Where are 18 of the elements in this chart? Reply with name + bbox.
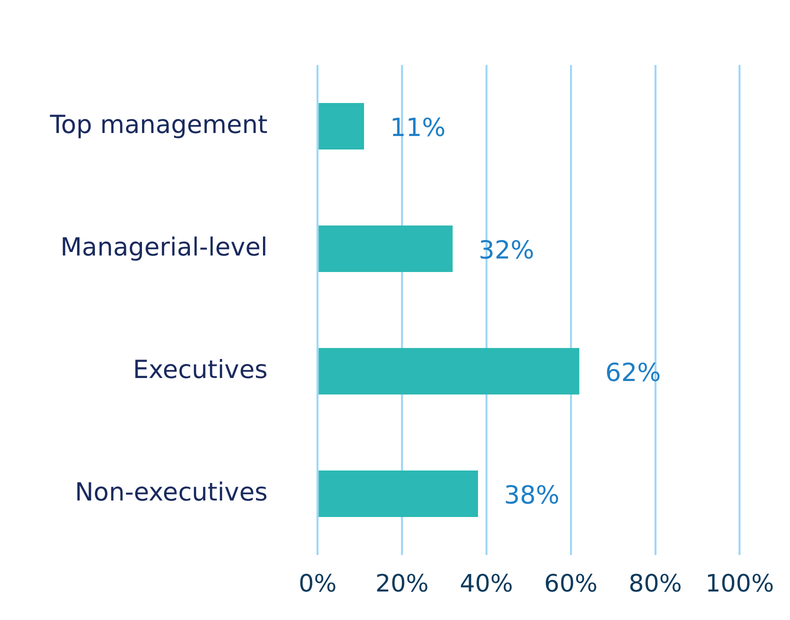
bar bbox=[318, 348, 580, 395]
x-tick-label: 40% bbox=[460, 570, 514, 598]
data-label: 11% bbox=[390, 112, 446, 142]
x-tick-label: 0% bbox=[298, 570, 337, 598]
x-tick-label: 100% bbox=[705, 570, 774, 598]
data-label: 32% bbox=[478, 235, 534, 264]
y-tick-label: Top management bbox=[48, 110, 268, 139]
bar bbox=[318, 225, 453, 272]
data-label: 38% bbox=[504, 480, 560, 510]
x-tick-label: 20% bbox=[375, 570, 429, 598]
data-label: 62% bbox=[605, 358, 661, 387]
y-tick-label: Managerial-level bbox=[60, 232, 268, 262]
bar bbox=[318, 470, 478, 518]
x-tick-label: 60% bbox=[544, 570, 598, 598]
y-tick-label: Executives bbox=[132, 354, 268, 384]
x-tick-label: 80% bbox=[628, 570, 682, 598]
bar bbox=[318, 102, 364, 150]
y-tick-label: Non-executives bbox=[74, 477, 268, 506]
